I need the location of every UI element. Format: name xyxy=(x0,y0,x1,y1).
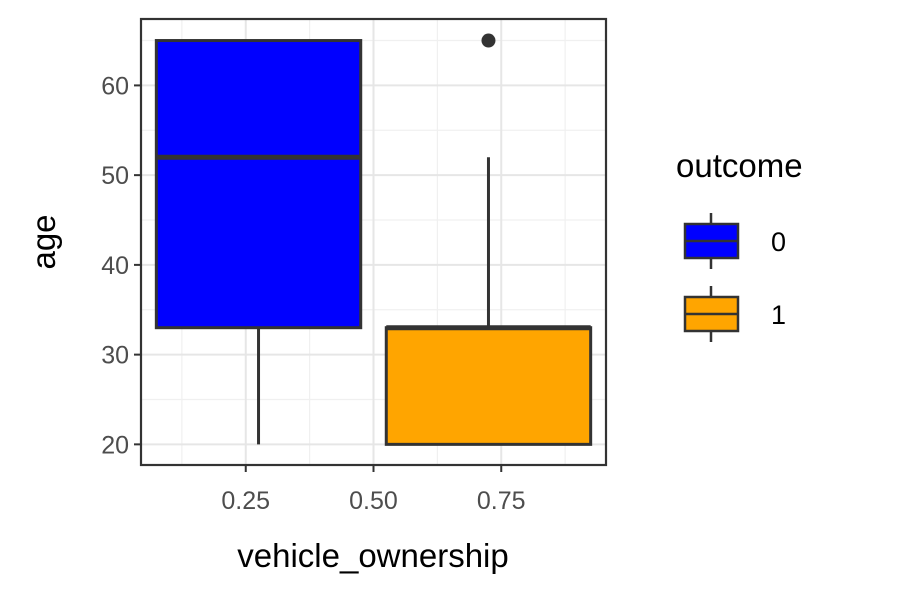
box-outcome-1 xyxy=(384,326,593,446)
x-tick-label: 0.50 xyxy=(349,487,398,515)
x-tick-label: 0.25 xyxy=(221,487,270,515)
y-axis-title: age xyxy=(25,214,62,269)
x-axis-ticks: 0.25 0.50 0.75 xyxy=(221,465,526,515)
y-axis-ticks: 20 30 40 50 60 xyxy=(101,72,141,459)
x-tick-label: 0.75 xyxy=(477,487,526,515)
y-tick-label: 20 xyxy=(101,431,129,459)
box-outcome-0 xyxy=(154,39,363,330)
box-series xyxy=(154,33,593,446)
y-tick-label: 30 xyxy=(101,342,129,370)
legend: outcome 0 1 xyxy=(676,147,803,342)
legend-label-0: 0 xyxy=(771,227,786,257)
legend-label-1: 1 xyxy=(771,300,786,330)
legend-title: outcome xyxy=(676,147,803,184)
y-tick-label: 40 xyxy=(101,252,129,280)
y-tick-label: 60 xyxy=(101,72,129,100)
x-axis-title: vehicle_ownership xyxy=(237,537,509,574)
y-tick-label: 50 xyxy=(101,162,129,190)
outlier-point xyxy=(481,33,496,48)
